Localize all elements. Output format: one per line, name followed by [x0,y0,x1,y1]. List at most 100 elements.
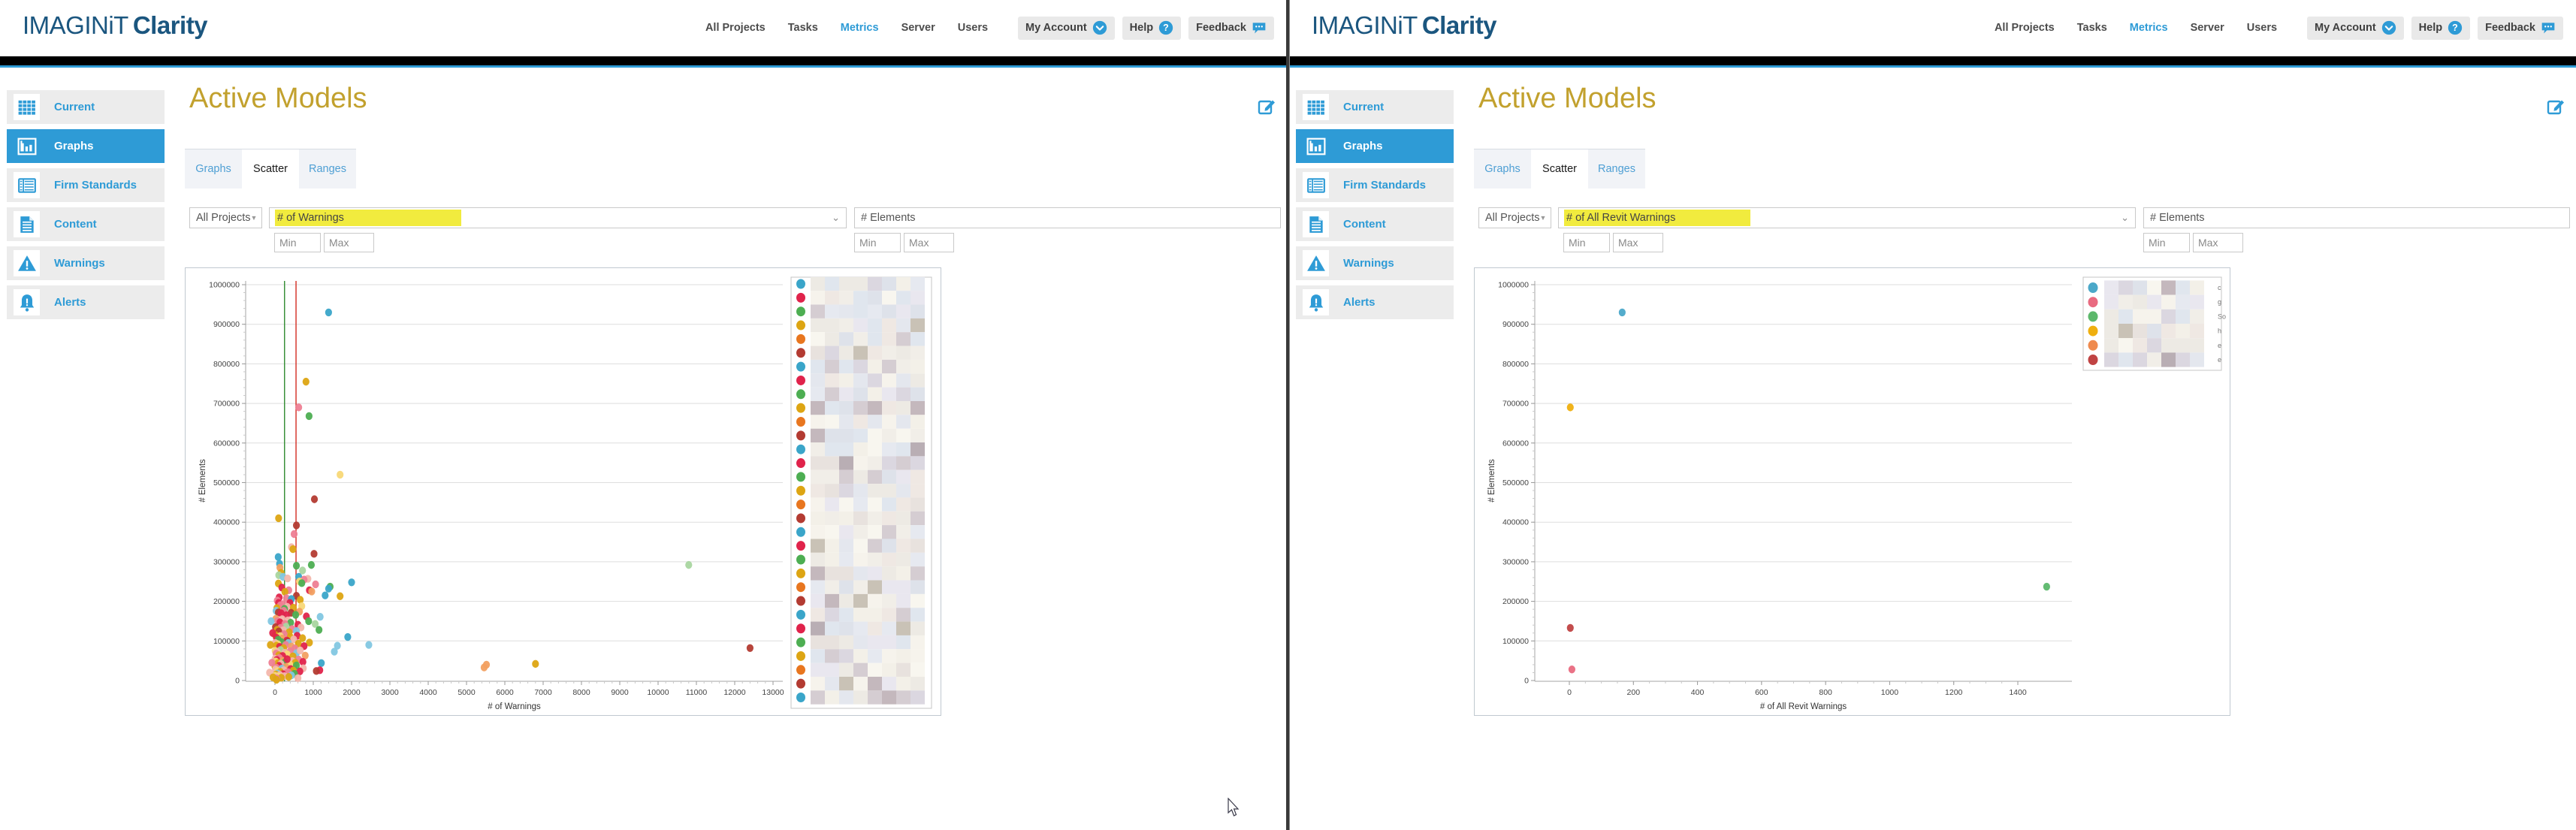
scatter-point[interactable] [337,592,344,600]
scatter-point[interactable] [307,560,316,569]
legend-swatch[interactable] [796,596,805,606]
legend-swatch[interactable] [796,637,805,647]
metric-y-max-input[interactable] [904,233,954,252]
split-view-divider[interactable] [1286,0,1290,830]
metric-x-max-input[interactable] [324,233,374,252]
nav-button-feedback[interactable]: Feedback [2478,16,2563,40]
scatter-point[interactable] [311,620,319,628]
tab-scatter[interactable]: Scatter [1531,149,1588,189]
legend-swatch[interactable] [796,320,805,330]
legend-swatch[interactable] [796,693,805,702]
scatter-point[interactable] [334,641,341,650]
legend-swatch[interactable] [2088,355,2098,365]
metric-y-min-input[interactable] [854,233,901,252]
metric-x-select[interactable]: # of Warnings ⌄ [269,207,847,228]
scatter-point[interactable] [269,629,276,637]
scatter-point[interactable] [337,470,344,479]
sidebar-item-content[interactable]: Content [7,207,165,241]
scatter-point[interactable] [308,587,316,596]
scatter-point[interactable] [316,626,323,634]
nav-link-tasks[interactable]: Tasks [2076,22,2107,34]
scatter-point[interactable] [283,655,291,663]
legend-swatch[interactable] [2088,325,2098,337]
brand-logo[interactable]: IMAGINiT Clarity [23,11,208,40]
scatter-point[interactable] [306,638,313,647]
scatter-point[interactable] [302,377,310,386]
scatter-point[interactable] [290,530,298,539]
scatter-point[interactable] [480,663,488,672]
scatter-point[interactable] [2043,582,2050,591]
scatter-point[interactable] [746,644,754,652]
scatter-point[interactable] [295,403,303,412]
scatter-point[interactable] [318,659,325,668]
scatter-point[interactable] [267,617,275,626]
scatter-point[interactable] [277,609,285,617]
scatter-point[interactable] [1566,403,1574,412]
legend-swatch[interactable] [2088,340,2098,351]
scatter-point[interactable] [1618,308,1626,317]
sidebar-item-warnings[interactable]: Warnings [1296,246,1454,280]
nav-link-all-projects[interactable]: All Projects [1994,22,2055,34]
sidebar-item-firm-standards[interactable]: Firm Standards [1296,168,1454,202]
sidebar-item-graphs[interactable]: Graphs [7,129,165,163]
legend-swatch[interactable] [796,609,805,620]
scatter-point[interactable] [325,584,332,593]
legend-swatch[interactable] [796,417,805,427]
project-select[interactable]: All Projects ▼ [1478,207,1551,228]
nav-link-tasks[interactable]: Tasks [787,22,818,34]
tab-graphs[interactable]: Graphs [185,149,242,189]
metric-y-max-input[interactable] [2193,233,2243,252]
edit-icon[interactable] [1258,98,1276,116]
nav-link-all-projects[interactable]: All Projects [705,22,766,34]
sidebar-item-graphs[interactable]: Graphs [1296,129,1454,163]
legend-swatch[interactable] [796,389,805,400]
legend-swatch[interactable] [796,375,805,385]
brand-logo[interactable]: IMAGINiT Clarity [1312,11,1497,40]
tab-scatter[interactable]: Scatter [242,149,299,189]
scatter-point[interactable] [299,566,307,575]
scatter-point[interactable] [301,651,309,659]
metric-y-select[interactable]: # Elements [2143,207,2570,228]
scatter-point[interactable] [294,674,302,683]
metric-x-min-input[interactable] [274,233,321,252]
scatter-point[interactable] [532,659,539,669]
scatter-point[interactable] [310,550,318,558]
scatter-point[interactable] [281,587,288,596]
metric-y-select[interactable]: # Elements [854,207,1281,228]
legend-swatch[interactable] [796,472,805,482]
legend-swatch[interactable] [796,500,805,510]
scatter-point[interactable] [348,578,355,587]
sidebar-item-current[interactable]: Current [1296,90,1454,124]
legend-swatch[interactable] [796,582,805,593]
sidebar-item-warnings[interactable]: Warnings [7,246,165,280]
metric-x-select[interactable]: # of All Revit Warnings ⌄ [1558,207,2136,228]
scatter-point[interactable] [298,579,306,587]
sidebar-item-alerts[interactable]: Alerts [1296,285,1454,319]
scatter-point[interactable] [292,521,300,530]
scatter-point[interactable] [685,560,693,569]
scatter-point[interactable] [267,641,274,649]
scatter-point[interactable] [292,561,300,570]
nav-link-users[interactable]: Users [957,22,989,34]
edit-icon[interactable] [2547,98,2565,116]
tab-graphs[interactable]: Graphs [1474,149,1531,189]
scatter-point[interactable] [1566,623,1574,632]
scatter-point[interactable] [274,553,282,561]
scatter-point[interactable] [331,647,338,656]
legend-swatch[interactable] [796,361,805,372]
scatter-point[interactable] [312,580,319,589]
scatter-point[interactable] [310,495,319,503]
metric-y-min-input[interactable] [2143,233,2190,252]
legend-swatch[interactable] [796,306,805,317]
nav-link-server[interactable]: Server [901,22,935,34]
legend-swatch[interactable] [796,623,805,634]
legend-swatch[interactable] [796,541,805,551]
nav-link-metrics[interactable]: Metrics [840,22,879,34]
legend-swatch[interactable] [796,348,805,358]
legend-swatch[interactable] [796,334,805,344]
scatter-point[interactable] [297,596,304,604]
scatter-point[interactable] [285,673,292,681]
legend-swatch[interactable] [796,458,805,469]
nav-button-help[interactable]: Help? [1122,16,1182,40]
scatter-point[interactable] [284,574,291,583]
